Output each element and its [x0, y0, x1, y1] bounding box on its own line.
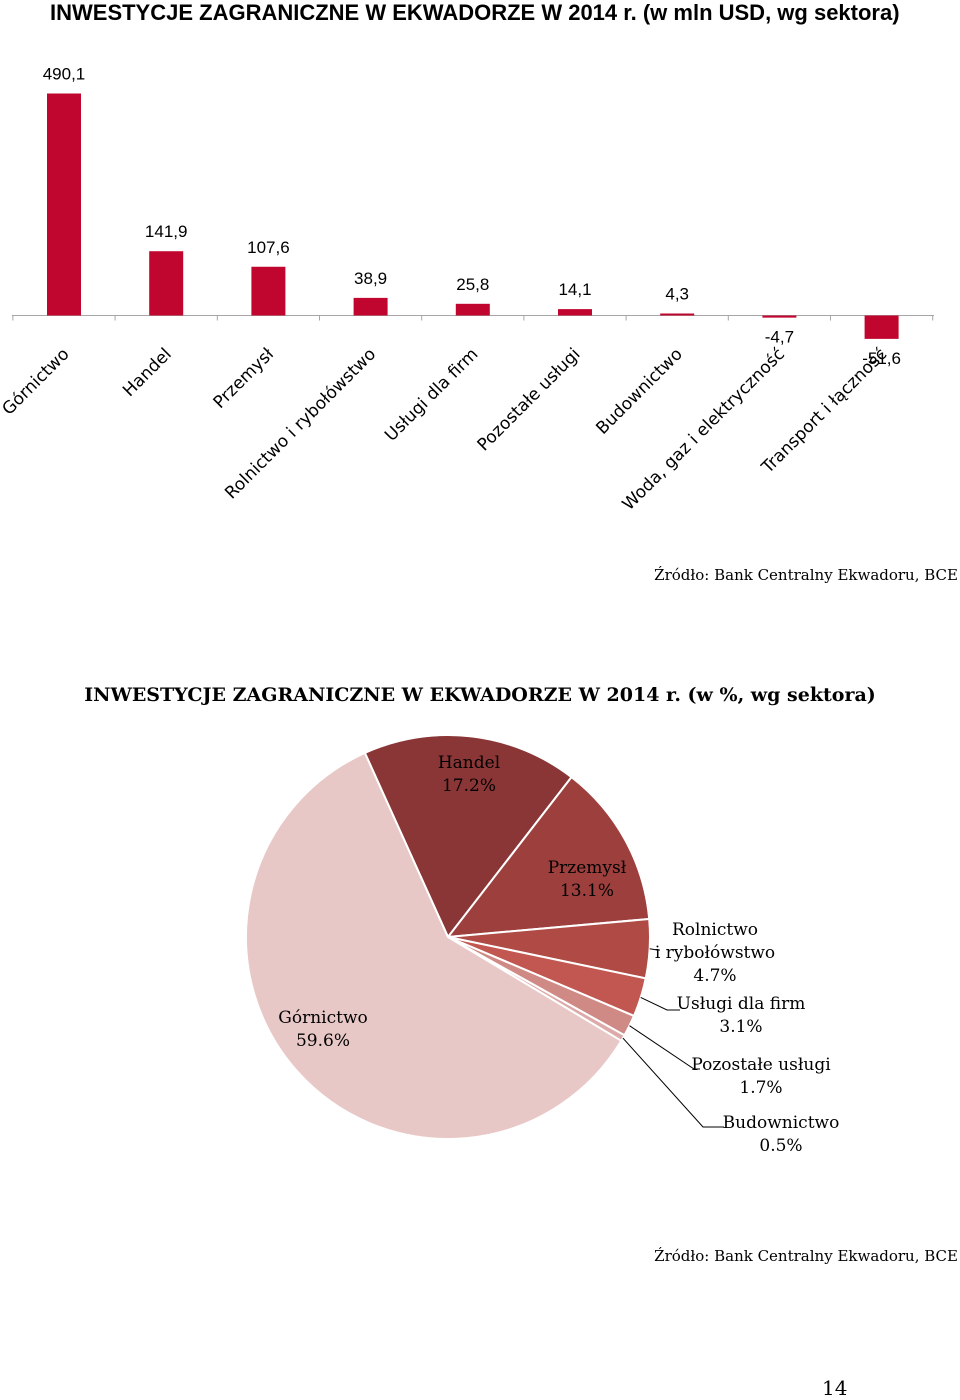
bar-budownictwo	[660, 313, 695, 316]
bar-transport-i-lacznosc	[864, 315, 899, 339]
bar-chart-title: INWESTYCJE ZAGRANICZNE W EKWADORZE W 201…	[50, 0, 900, 25]
pie-slice-budownictwo	[447, 936, 626, 1043]
leader-line	[622, 1037, 724, 1128]
bar-rolnictwo-i-rybolowstwo	[353, 297, 388, 316]
category-label-przemysl: Przemysł	[210, 344, 278, 412]
pie-category-label: Przemysł	[548, 858, 627, 878]
pie-percent-label: 1.7%	[739, 1078, 782, 1098]
bar-chart-source: Źródło: Bank Centralny Ekwadoru, BCE	[654, 566, 958, 584]
pie-percent-label: 59.6%	[296, 1031, 350, 1051]
pie-percent-label: 0.5%	[759, 1136, 802, 1156]
bar-value-label: -4,7	[765, 328, 794, 347]
pie-chart-title: INWESTYCJE ZAGRANICZNE W EKWADORZE W 201…	[84, 684, 876, 706]
bar-value-label: 490,1	[43, 65, 86, 84]
pie-chart-source: Źródło: Bank Centralny Ekwadoru, BCE	[654, 1247, 958, 1265]
category-label-budownictwo: Budownictwo	[592, 344, 686, 438]
pie-percent-label: 4.7%	[693, 966, 736, 986]
pie-category-label: i rybołówstwo	[655, 943, 775, 963]
pie-percent-label: 13.1%	[560, 881, 614, 901]
pie-category-label: Górnictwo	[278, 1008, 367, 1028]
bar-value-label: 4,3	[665, 285, 689, 304]
bar-pozostale-uslugi	[558, 309, 592, 316]
pie-outline	[245, 734, 651, 1140]
pie-slice-gornictwo	[245, 751, 623, 1140]
leader-line	[629, 1025, 700, 1070]
pie-category-label: Pozostałe usługi	[691, 1055, 831, 1075]
leader-line	[649, 948, 660, 951]
category-label-woda-gaz-i-elektrycznosc: Woda, gaz i elektryczność	[619, 344, 789, 514]
pie-category-label: Usługi dla firm	[677, 994, 806, 1014]
pie-slice-uslugi-dla-firm	[447, 936, 647, 1018]
bar-woda-gaz-i-elektrycznosc	[762, 315, 797, 318]
bar-value-label: -51,6	[862, 349, 901, 368]
pie-slice-handel	[363, 734, 573, 939]
pie-category-label: Handel	[438, 753, 500, 773]
bar-value-label: 25,8	[456, 275, 489, 294]
bar-handel	[149, 251, 184, 316]
bar-value-label: 107,6	[247, 238, 290, 257]
page-number: 14	[822, 1376, 848, 1400]
pie-percent-label: 3.1%	[719, 1017, 762, 1037]
bar-gornictwo	[47, 93, 81, 316]
bar-przemysl	[251, 266, 286, 316]
bar-uslugi-dla-firm	[455, 303, 490, 316]
category-label-pozostale-uslugi: Pozostałe usługi	[474, 344, 585, 455]
leader-line	[640, 996, 680, 1011]
pie-category-label: Rolnictwo	[672, 920, 758, 940]
category-label-uslugi-dla-firm: Usługi dla firm	[381, 344, 482, 445]
category-label-handel: Handel	[119, 344, 176, 401]
pie-percent-label: 17.2%	[442, 776, 496, 796]
bar-value-label: 14,1	[558, 280, 591, 299]
category-label-gornictwo: Górnictwo	[0, 344, 74, 419]
pie-slice-przemysl	[445, 775, 651, 939]
pie-slice-pozostale-uslugi	[447, 936, 636, 1037]
bar-value-label: 141,9	[145, 222, 188, 241]
pie-category-label: Budownictwo	[723, 1113, 840, 1133]
bar-chart: 490,1 Górnictwo 141,9 Handel 107,6 Przemysł 38…	[0, 65, 934, 515]
bar-value-label: 38,9	[354, 269, 387, 288]
pie-slice-rolnictwo-i-rybolowstwo	[447, 917, 651, 980]
